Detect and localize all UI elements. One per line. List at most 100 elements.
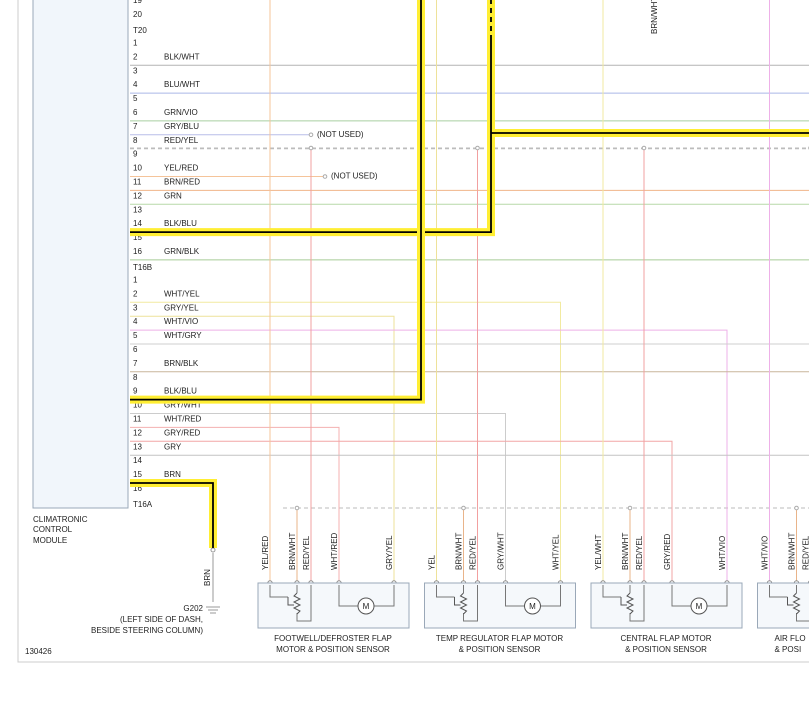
wire-label: BLK/WHT — [164, 52, 200, 61]
wiper — [287, 597, 294, 606]
pin-number: 11 — [133, 415, 142, 424]
ground-location: BESIDE STEERING COLUMN) — [91, 626, 203, 635]
wire-label: WHT/VIO — [164, 317, 198, 326]
highlight-wire — [130, 40, 809, 237]
wire-label: BRN/RED — [164, 178, 200, 187]
wire-label: BLU/WHT — [164, 80, 200, 89]
splice — [322, 174, 328, 179]
sensor-wiring — [769, 585, 809, 622]
wire-label: YEL/RED — [164, 164, 198, 173]
wire-label: RED/YEL — [469, 535, 478, 570]
splice — [210, 547, 216, 553]
sensor-wiring — [436, 585, 478, 622]
potentiometer — [459, 592, 468, 615]
pin-number: 13 — [133, 442, 142, 451]
pin-number: 15 — [133, 233, 142, 242]
motor-wiring — [671, 585, 728, 607]
motor-label: M — [363, 602, 370, 611]
motor-label: M — [529, 602, 536, 611]
frame — [17, 0, 809, 663]
wire-label: GRY/WHT — [497, 532, 506, 570]
pin-number: 15 — [133, 470, 142, 479]
note: (NOT USED) — [331, 172, 378, 181]
wire-label: BRN — [164, 470, 181, 479]
pin-number: 9 — [133, 387, 138, 396]
wire-label: WHT/VIO — [718, 536, 727, 570]
pin-number: 8 — [133, 136, 138, 145]
pin-number: 2 — [133, 289, 138, 298]
component-name: CENTRAL FLAP MOTOR — [621, 634, 712, 643]
pin-number: 1 — [133, 276, 138, 285]
wiper — [620, 597, 627, 606]
component-name: FOOTWELL/DEFROSTER FLAP — [274, 634, 392, 643]
pin-number: 16 — [133, 247, 142, 256]
wire-label: GRY/YEL — [164, 303, 199, 312]
wire-label: YEL — [428, 554, 437, 570]
wire-label: RED/YEL — [164, 136, 199, 145]
pin-number: 14 — [133, 456, 142, 465]
potentiometer — [292, 592, 302, 615]
wire-label: WHT/YEL — [552, 534, 561, 570]
motor-wiring — [338, 585, 395, 607]
wire-label: WHT/YEL — [164, 289, 200, 298]
module-box — [32, 0, 129, 509]
wire — [130, 413, 506, 583]
wire — [130, 482, 214, 548]
motor-label: M — [696, 602, 703, 611]
wire-label: RED/YEL — [802, 535, 809, 570]
component-name: AIR FLO — [775, 634, 806, 643]
splice — [794, 505, 799, 511]
wire-label: GRY/WHT — [164, 401, 202, 410]
wire — [130, 0, 422, 401]
pin-number: 4 — [133, 80, 138, 89]
highlight-wire — [130, 479, 217, 548]
sensor-wiring — [602, 585, 645, 622]
pin-number: 8 — [133, 373, 138, 382]
component-name: TEMP REGULATOR FLAP MOTOR — [436, 634, 564, 643]
pin-number: 9 — [133, 150, 138, 159]
splice — [308, 145, 314, 151]
wire-label: BRN/BLK — [164, 359, 199, 368]
wire-label: WHT/VIO — [761, 536, 770, 570]
pin-number: 3 — [133, 303, 138, 312]
wire-label: BRN/WHT — [788, 533, 797, 570]
connector-name: T16B — [133, 263, 152, 272]
pin-number: 5 — [133, 331, 138, 340]
pin-number: 1 — [133, 39, 138, 48]
splice — [308, 132, 314, 138]
potentiometer — [625, 592, 635, 615]
motor — [690, 597, 708, 615]
pin-number: 12 — [133, 191, 142, 200]
pin-number: 10 — [133, 401, 142, 410]
splice — [641, 145, 647, 151]
wire-label: BLK/BLU — [164, 219, 197, 228]
module-label: CLIMATRONIC — [33, 515, 88, 524]
pin-number: 7 — [133, 122, 138, 131]
wire-label: BRN/WHT — [650, 0, 659, 34]
pin-number: 6 — [133, 108, 138, 117]
wire-label: WHT/GRY — [164, 331, 202, 340]
wire-label: GRY — [164, 442, 182, 451]
pin-number: 4 — [133, 317, 138, 326]
figure-id: 130426 — [25, 647, 52, 656]
wire-label: BRN/WHT — [455, 533, 464, 570]
wire-label: WHT/RED — [164, 415, 202, 424]
wire-label: BRN/WHT — [288, 533, 297, 570]
ground-location: (LEFT SIDE OF DASH, — [120, 615, 203, 624]
pin-number: 5 — [133, 94, 138, 103]
pin-number: 11 — [133, 178, 142, 187]
wire — [130, 315, 395, 583]
wire-label: BRN — [203, 569, 212, 586]
connector-name: T16A — [133, 500, 153, 509]
component-name: & POSITION SENSOR — [625, 645, 707, 654]
wire-label: GRY/BLU — [164, 122, 199, 131]
component-name: & POSI — [775, 645, 802, 654]
wire — [130, 329, 728, 583]
wire-label: GRY/RED — [663, 533, 672, 570]
pin-number: 10 — [133, 164, 142, 173]
pin-number: 14 — [133, 219, 142, 228]
note: (NOT USED) — [317, 130, 364, 139]
wire-label: RED/YEL — [635, 535, 644, 570]
wire-label: YEL/WHT — [594, 534, 603, 570]
wire-label: BLK/BLU — [164, 387, 197, 396]
